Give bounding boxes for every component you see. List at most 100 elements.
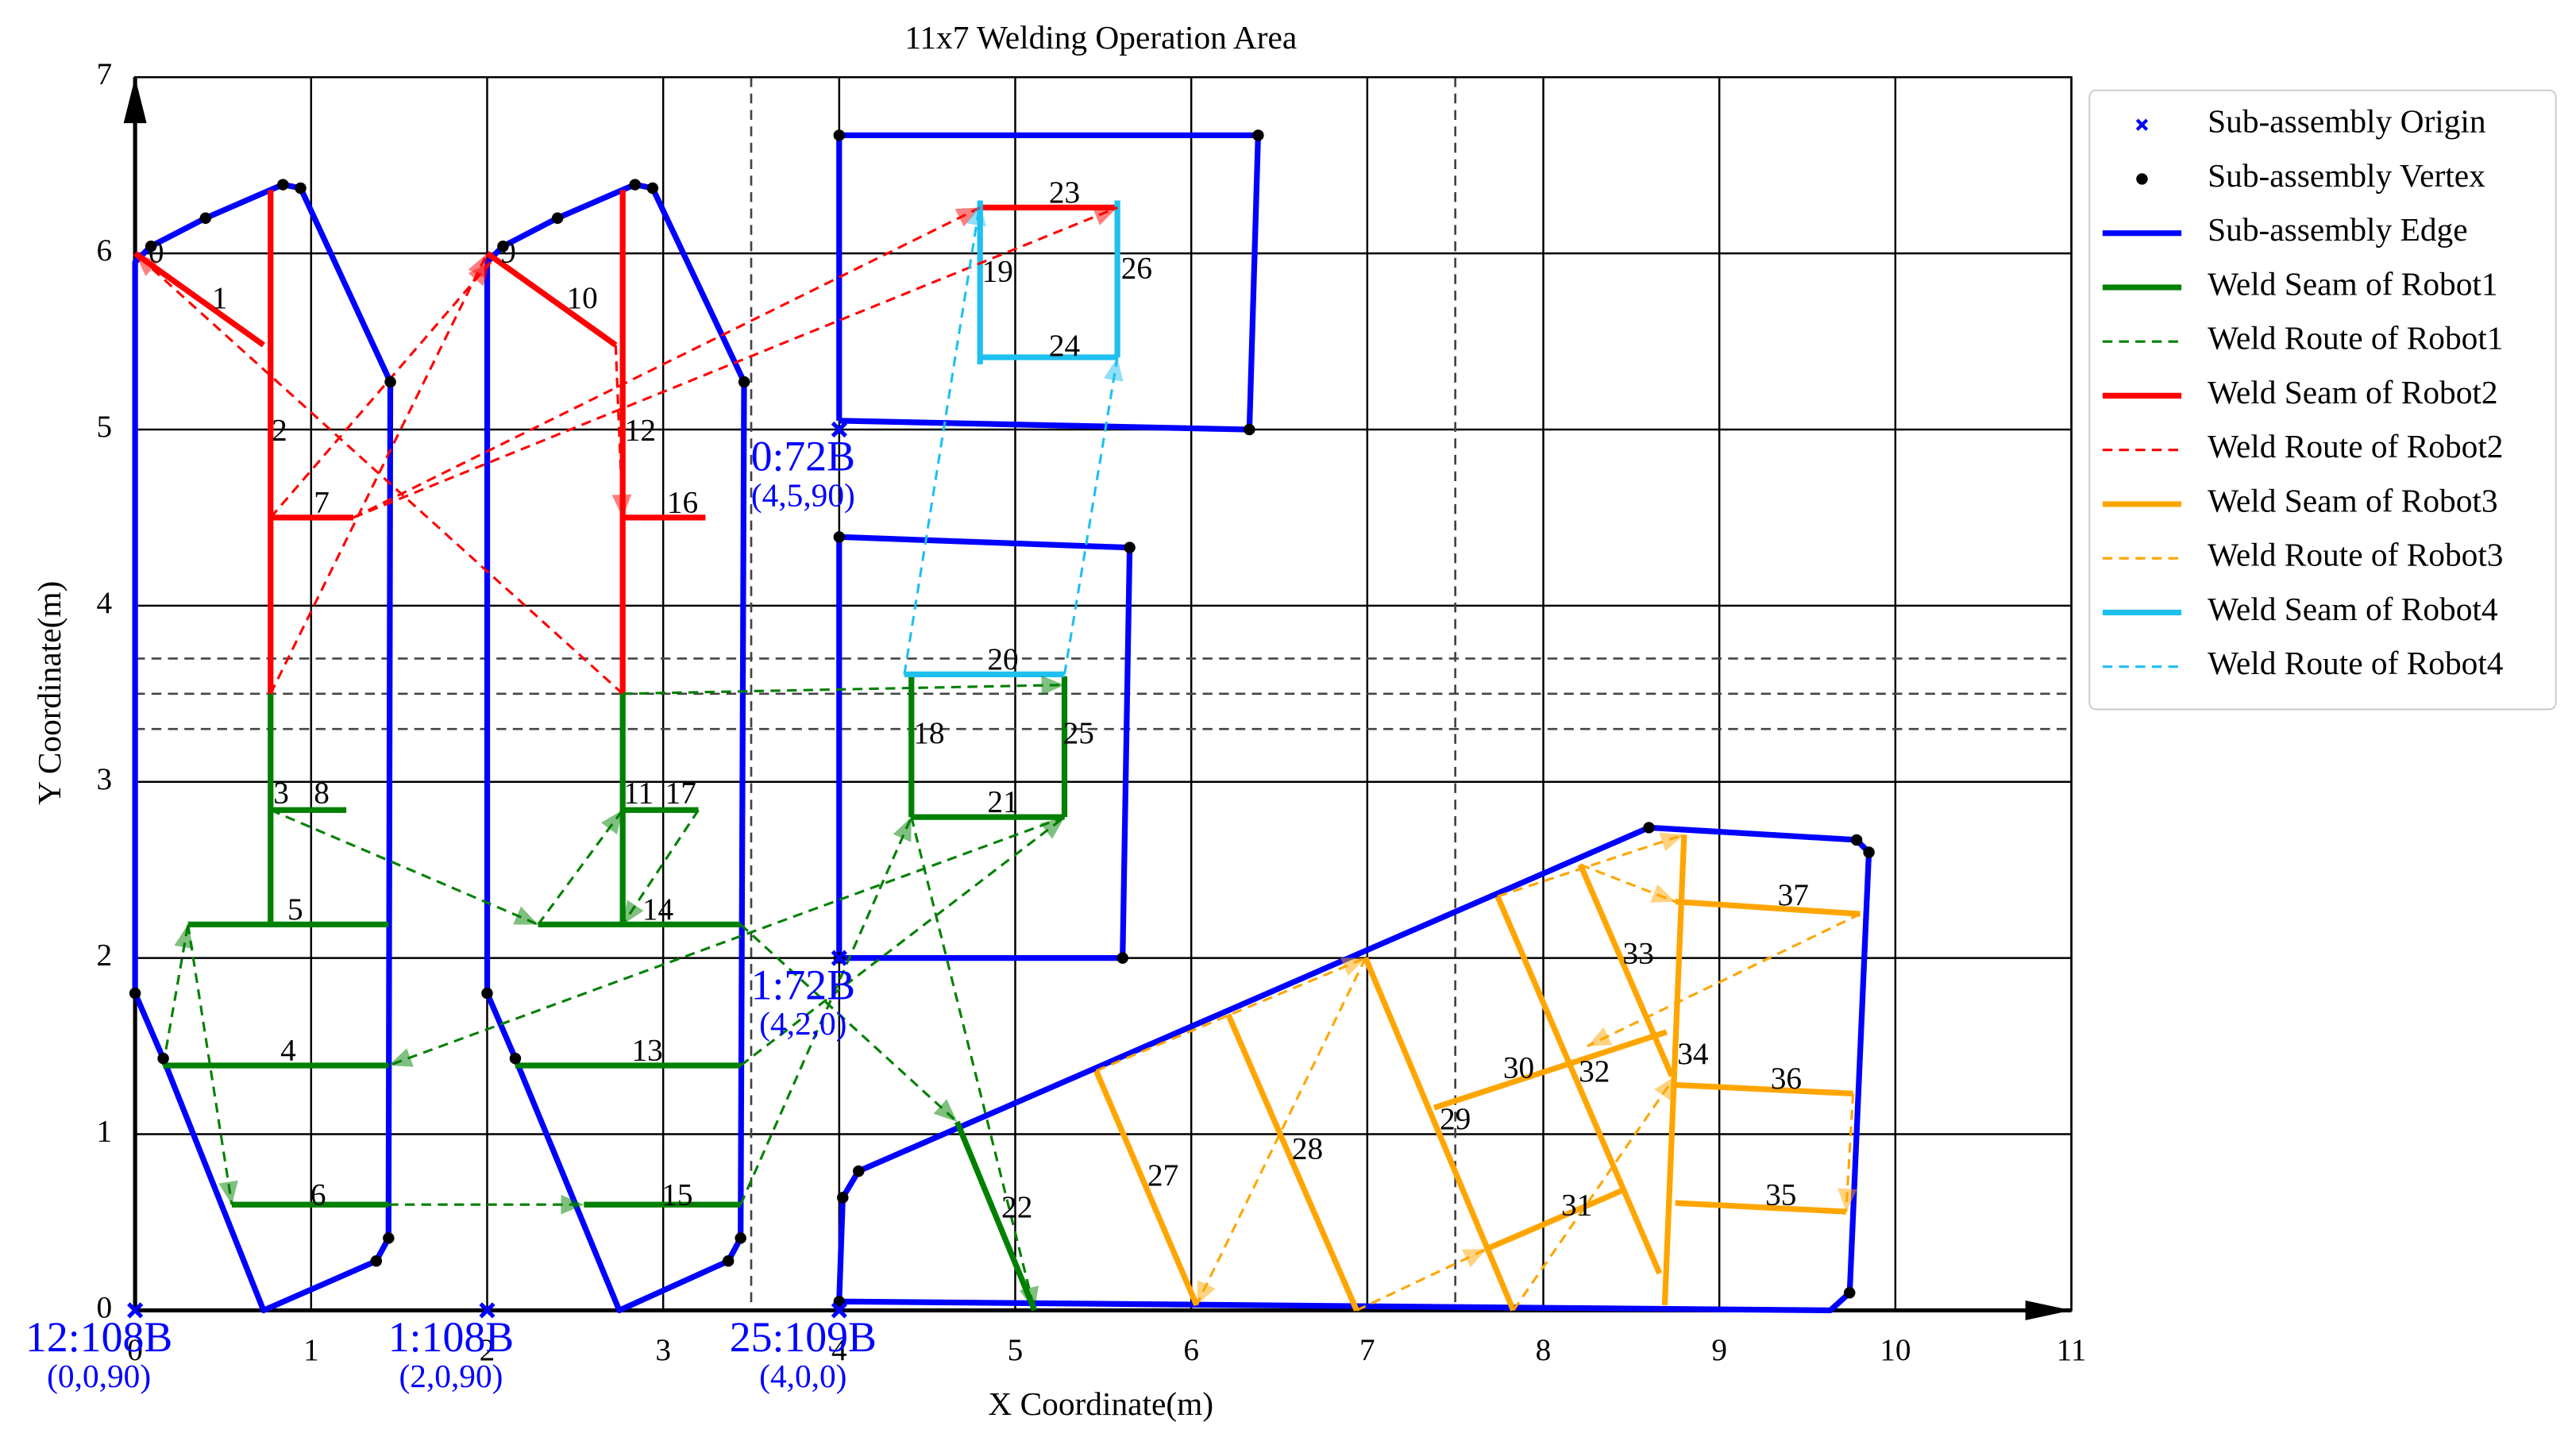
weld-line (163, 676, 1068, 1312)
route-arrow-head (1041, 675, 1065, 696)
vertex-marker (1116, 952, 1128, 964)
seam-label: 16 (667, 485, 698, 519)
seam-label: 15 (661, 1177, 692, 1212)
origin-pose: (2,0,90) (399, 1358, 503, 1395)
vertex-marker (497, 240, 509, 252)
x-tick-label: 3 (655, 1333, 671, 1367)
vertex-marker (551, 212, 564, 224)
vertex-marker (646, 182, 659, 195)
route-arrow-head (623, 900, 644, 925)
route-arrow-head (561, 1194, 584, 1215)
vertex-marker (277, 179, 289, 191)
vertex-marker (629, 179, 641, 191)
y-tick-label: 7 (97, 57, 113, 91)
seam-label: 31 (1561, 1189, 1592, 1223)
vertex-marker (833, 129, 846, 141)
seam-label: 10 (567, 281, 598, 315)
origin-label: 1:108B (388, 1313, 514, 1361)
y-tick-label: 0 (97, 1290, 113, 1324)
seam-label: 4 (280, 1033, 296, 1067)
seam-label: 27 (1147, 1158, 1178, 1193)
chart-title: 11x7 Welding Operation Area (904, 19, 1297, 56)
x-tick-label: 11 (2057, 1333, 2087, 1367)
seam-label: 26 (1121, 251, 1152, 285)
seam-label: 22 (1001, 1190, 1032, 1224)
vertex-marker (384, 376, 396, 388)
route-arrow-head (1587, 1027, 1613, 1046)
route-arrow-head (611, 494, 632, 518)
route-arrow-head (893, 817, 912, 842)
seam-label: 1 (212, 281, 228, 315)
y-tick-label: 4 (97, 586, 113, 620)
seam-label: 14 (642, 892, 674, 927)
seam-label: 21 (987, 785, 1018, 819)
seam-label: 20 (987, 642, 1018, 676)
seam-label: 0 (148, 235, 164, 269)
legend-swatch (2136, 173, 2148, 185)
legend-swatch (2135, 118, 2149, 131)
seam-label: 25 (1063, 716, 1094, 750)
seam-label: 30 (1503, 1051, 1534, 1085)
vertex-marker (1252, 129, 1264, 141)
x-tick-label: 5 (1008, 1333, 1024, 1367)
seam-label: 7 (314, 485, 330, 519)
legend-label: Sub-assembly Edge (2208, 211, 2467, 248)
y-axis-arrow (123, 77, 147, 124)
route-arrow-head (468, 262, 491, 287)
origin-pose: (0,0,90) (47, 1358, 151, 1395)
origin-label: 12:108B (25, 1313, 172, 1361)
legend-label: Sub-assembly Vertex (2208, 157, 2485, 194)
x-tick-label: 6 (1183, 1333, 1199, 1367)
seam-label: 6 (310, 1177, 326, 1212)
origin-pose: (4,2,0) (759, 1005, 846, 1042)
vertex-marker (199, 212, 212, 224)
legend-label: Weld Seam of Robot3 (2208, 482, 2497, 518)
y-tick-label: 3 (97, 762, 113, 796)
route-arrow-head (1040, 817, 1065, 839)
seam-label: 2 (272, 413, 287, 447)
seam-label: 17 (665, 776, 696, 811)
vertex-marker (837, 1192, 849, 1204)
vertex-marker (295, 182, 307, 195)
vertex-marker (129, 987, 141, 1000)
weld-line (133, 190, 1118, 694)
legend-label: Sub-assembly Origin (2208, 103, 2486, 140)
route-arrow-head (1659, 832, 1684, 852)
y-tick-label: 1 (97, 1115, 113, 1149)
origin-label: 25:109B (730, 1313, 877, 1361)
route-arrow-head (600, 810, 623, 834)
route-arrow-head (1092, 206, 1118, 225)
x-tick-label: 2 (480, 1333, 496, 1367)
origin-marker (831, 1302, 847, 1319)
vertex-marker (852, 1165, 865, 1177)
route-line (134, 206, 1118, 695)
vertex-marker (145, 240, 157, 252)
vertex-marker (1244, 423, 1255, 436)
vertex-marker (1850, 834, 1863, 846)
vertex-marker (1124, 541, 1136, 553)
x-tick-label: 4 (831, 1333, 847, 1367)
x-tick-label: 10 (1880, 1333, 1911, 1367)
legend-box (2088, 89, 2557, 711)
seam-label: 3 (273, 776, 289, 811)
seam-label: 19 (982, 255, 1013, 289)
route-arrow-head (1196, 1280, 1216, 1305)
route-arrow-head (513, 906, 538, 925)
seam-label: 5 (287, 892, 303, 927)
x-tick-label: 1 (303, 1333, 319, 1367)
route-arrow-head (1104, 357, 1124, 382)
vertex-marker (1843, 1286, 1856, 1299)
weld-line (1093, 834, 1861, 1312)
seam-label: 11 (623, 776, 654, 811)
origin-marker (831, 421, 847, 438)
vertex-marker (383, 1232, 395, 1244)
origin-marker (127, 1302, 144, 1319)
vertex-marker (509, 1052, 522, 1065)
seam-label: 29 (1440, 1102, 1471, 1136)
vertex-marker (722, 1255, 735, 1267)
seam-label: 33 (1623, 936, 1654, 970)
seam-label: 35 (1765, 1177, 1796, 1212)
legend-label: Weld Seam of Robot4 (2208, 591, 2498, 627)
origin-marker (479, 1302, 496, 1319)
